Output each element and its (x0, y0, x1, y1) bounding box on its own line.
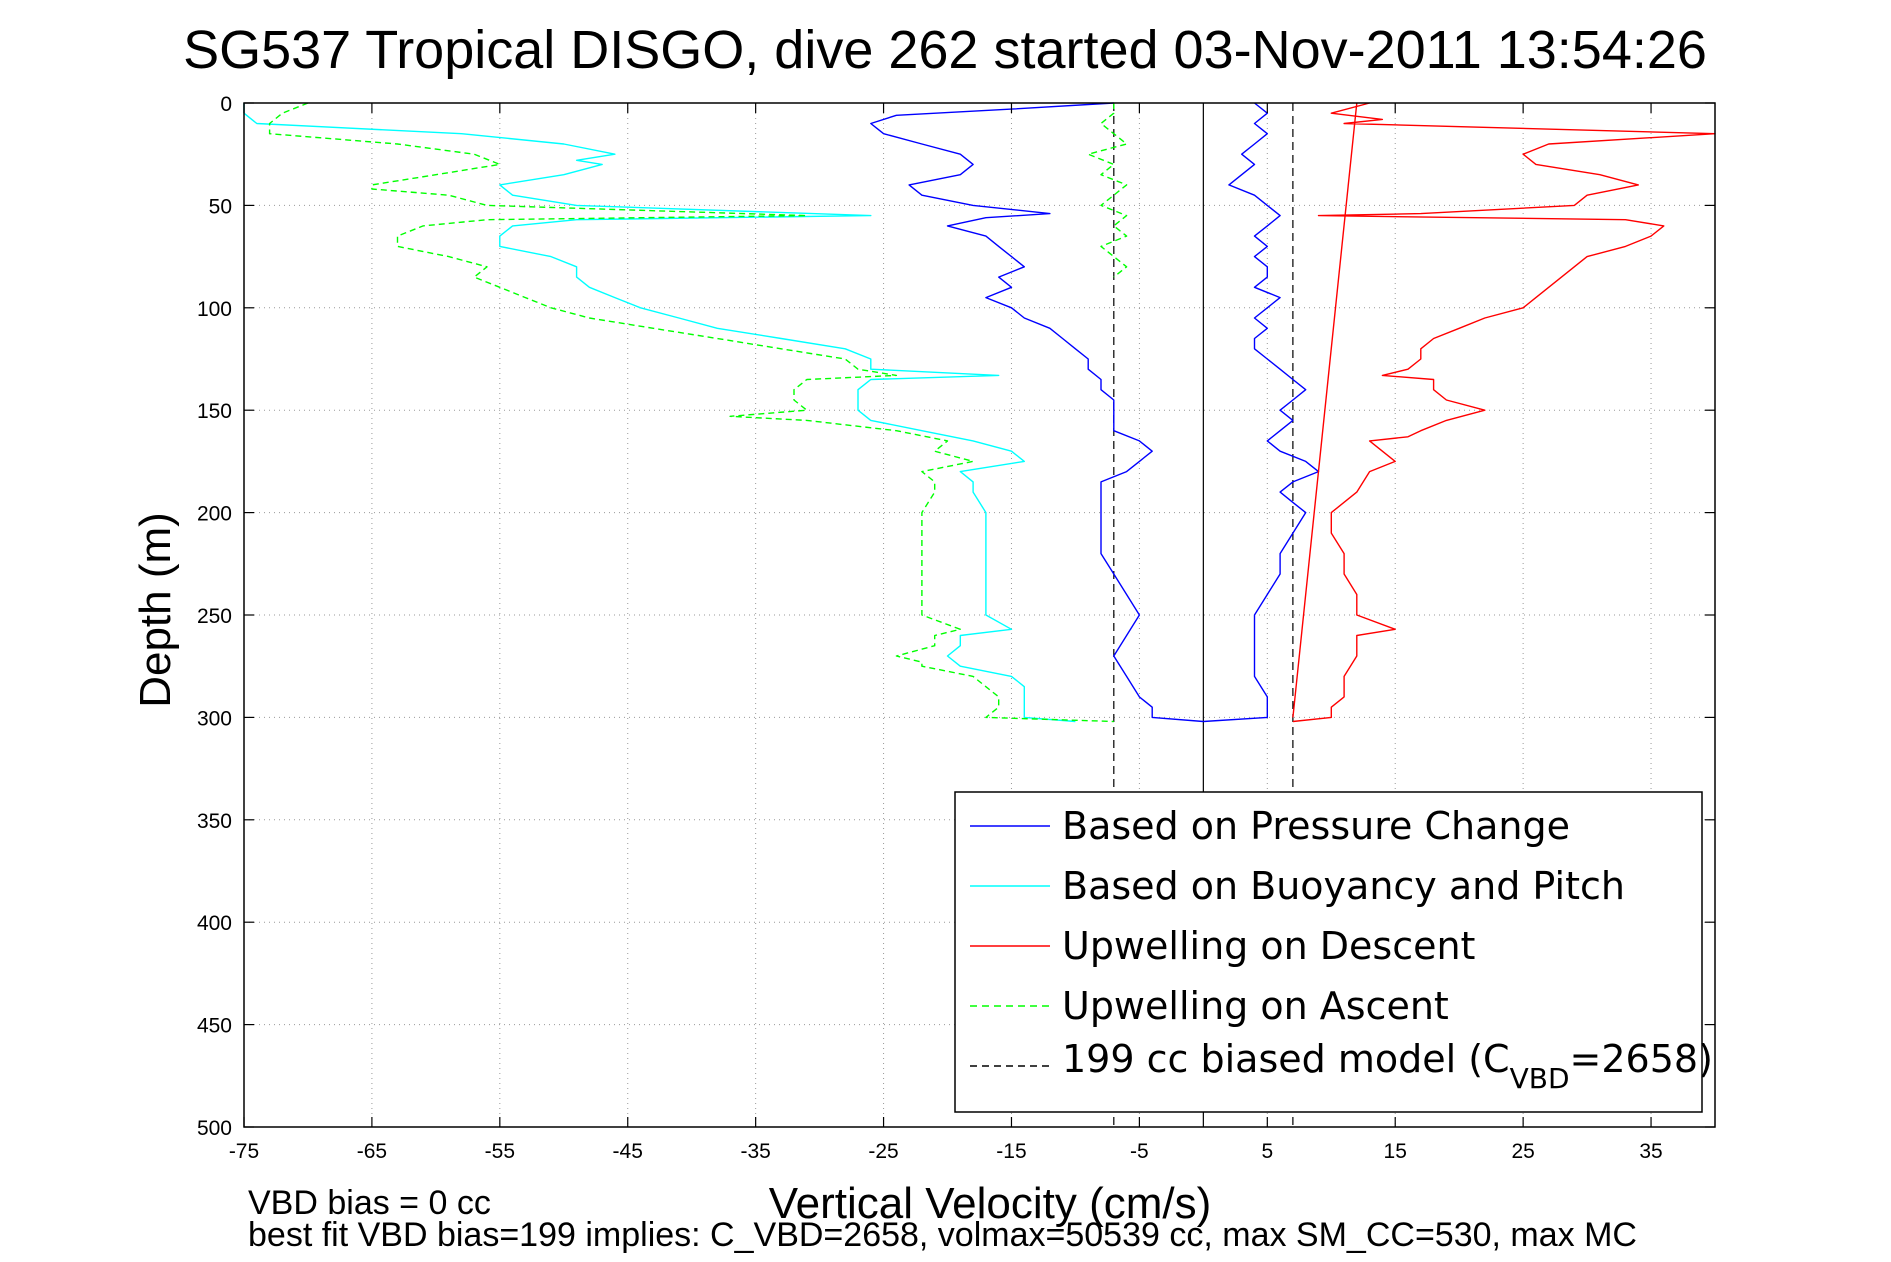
series-line-upwelling-on-ascent (1087, 103, 1128, 278)
y-tick-label: 200 (197, 503, 232, 526)
legend-label-pressure: Based on Pressure Change (1062, 804, 1570, 848)
chart-title: SG537 Tropical DISGO, dive 262 started 0… (183, 20, 1707, 80)
series-line-based-on-buoyancy-and-pitch (243, 103, 1076, 723)
x-tick-label: -35 (740, 1140, 770, 1163)
y-tick-label: 450 (197, 1015, 232, 1038)
x-axis-label: Vertical Velocity (cm/s) (769, 1179, 1212, 1228)
y-tick-label: 300 (197, 707, 232, 730)
series-line-based-on-pressure-change (1203, 102, 1320, 723)
legend-label-descent: Upwelling on Descent (1062, 924, 1475, 968)
x-tick-label: 15 (1384, 1140, 1407, 1163)
footnote-best-fit: best fit VBD bias=199 implies: C_VBD=265… (248, 1216, 1637, 1254)
legend-label-ascent: Upwelling on Ascent (1062, 984, 1449, 1028)
y-tick-label: 350 (197, 810, 232, 833)
x-tick-label: -5 (1130, 1140, 1149, 1163)
series-line-upwelling-on-descent (1292, 102, 1358, 718)
legend-label-model: 199 cc biased model (CVBD=2658) (1062, 1037, 1713, 1095)
y-tick-label: 100 (197, 298, 232, 321)
series-line-upwelling-on-ascent (268, 102, 1114, 723)
x-tick-label: 35 (1639, 1140, 1662, 1163)
legend-box (954, 791, 1703, 1113)
y-tick-label: 150 (197, 400, 232, 423)
legend-label-model-main: 199 cc biased model (C (1062, 1037, 1510, 1081)
series-line-upwelling-on-descent (1292, 102, 1716, 723)
x-tick-label: 25 (1511, 1140, 1534, 1163)
y-axis-label: Depth (m) (131, 512, 180, 708)
y-tick-label: 0 (220, 93, 232, 116)
x-tick-label: -25 (868, 1140, 898, 1163)
ticks: -75 -65 -55 -45 -35 -25 -15 -5 5 15 25 350501001502… (197, 93, 1715, 1163)
legend-label-buoyancy: Based on Buoyancy and Pitch (1062, 864, 1625, 908)
x-tick-label: -65 (357, 1140, 387, 1163)
series-line-based-on-pressure-change (870, 102, 1204, 723)
y-tick-label: 50 (209, 195, 232, 218)
x-tick-label: -75 (229, 1140, 259, 1163)
x-tick-label: -15 (996, 1140, 1026, 1163)
x-tick-label: -55 (485, 1140, 515, 1163)
legend-label-model-sub: VBD (1510, 1062, 1570, 1095)
y-tick-label: 400 (197, 912, 232, 935)
y-tick-label: 250 (197, 605, 232, 628)
legend: Based on Pressure Change Based on Buoyan… (954, 791, 1713, 1113)
y-tick-label: 500 (197, 1117, 232, 1140)
x-tick-label: 5 (1261, 1140, 1273, 1163)
series-group (243, 102, 1716, 723)
legend-label-model-tail: =2658) (1570, 1037, 1713, 1081)
footnote-vbd-bias: VBD bias = 0 cc (248, 1184, 491, 1222)
x-tick-label: -45 (613, 1140, 643, 1163)
